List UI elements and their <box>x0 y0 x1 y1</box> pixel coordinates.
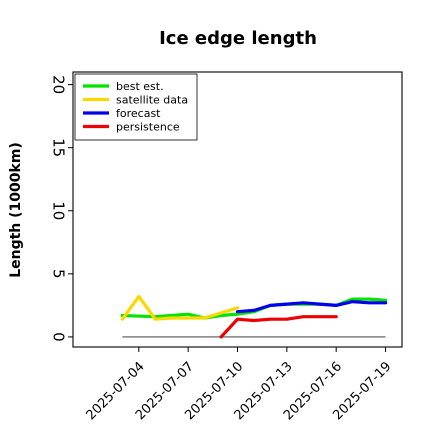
legend-label-persistence: persistence <box>116 121 180 134</box>
y-axis-label: Length (1000km) <box>8 142 24 278</box>
y-tick-label: 10 <box>50 201 68 220</box>
legend-label-best-est: best est. <box>116 80 164 93</box>
legend-label-forecast: forecast <box>116 107 161 120</box>
plot-area <box>120 294 388 339</box>
series-line-forecast <box>235 300 388 314</box>
legend: best est.satellite dataforecastpersisten… <box>74 73 198 141</box>
chart-title: Ice edge length <box>159 28 317 49</box>
y-tick-label: 5 <box>50 269 68 279</box>
y-tick-label: 0 <box>50 332 68 342</box>
series-line-persistence <box>219 315 338 339</box>
y-tick-label: 20 <box>50 75 68 94</box>
legend-label-satellite-data: satellite data <box>116 94 188 107</box>
series-line-satellite-data <box>120 294 240 321</box>
y-tick-label: 15 <box>50 138 68 157</box>
